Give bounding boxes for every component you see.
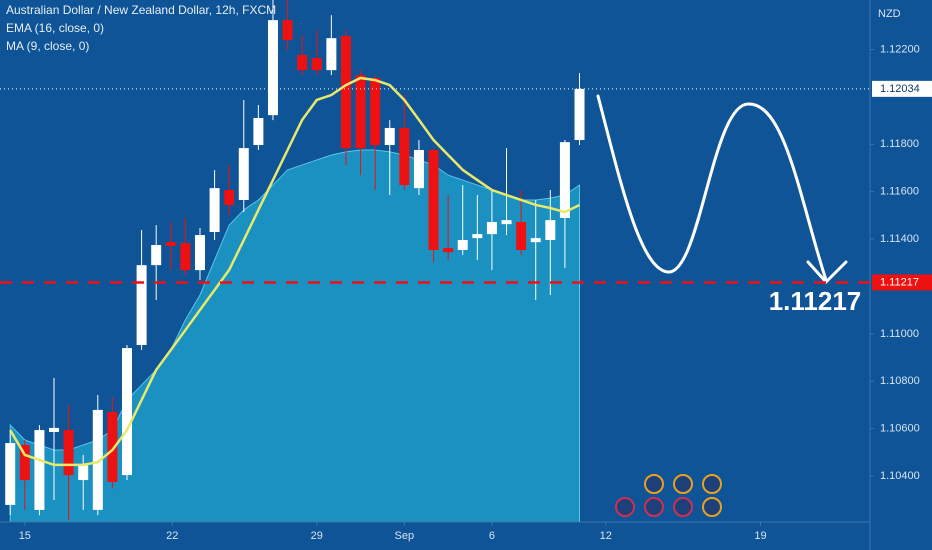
level-tag <box>872 274 932 291</box>
event-icon <box>673 474 693 494</box>
x-tick-label: 22 <box>166 530 178 542</box>
candle-body <box>165 242 176 246</box>
y-tick-label: 1.12200 <box>880 43 920 55</box>
event-icon <box>644 474 664 494</box>
candle-body <box>253 118 264 146</box>
level-label: 1.11217 <box>880 276 919 288</box>
level-label: 1.12034 <box>880 83 920 95</box>
candle-body <box>413 149 424 189</box>
candle-body <box>516 222 527 250</box>
candle-body <box>121 348 132 476</box>
legend-entry: MA (9, close, 0) <box>6 39 89 53</box>
x-tick-label: 29 <box>311 530 323 542</box>
candle-body <box>92 409 103 510</box>
ema-line <box>9 76 581 467</box>
plot-area <box>5 0 585 523</box>
y-tick-label: 1.10400 <box>880 470 920 482</box>
event-icon <box>702 474 722 494</box>
candle-body <box>238 148 249 200</box>
y-tick-label: 1.11400 <box>880 233 919 245</box>
x-tick-label: Sep <box>395 530 415 542</box>
candle-body <box>209 188 220 232</box>
x-tick-label: 19 <box>754 530 766 542</box>
level-tag <box>872 80 932 97</box>
projection-curve <box>596 94 828 282</box>
candle-body <box>355 75 366 149</box>
candle-body <box>574 88 585 141</box>
candle-body <box>5 443 16 505</box>
candle-body <box>472 234 483 239</box>
x-tick-label: 6 <box>489 530 495 542</box>
candle-body <box>282 20 293 41</box>
candle-body <box>370 77 381 146</box>
y-tick-label: 1.11600 <box>880 186 919 198</box>
event-icon <box>673 497 693 517</box>
chart-title: Australian Dollar / New Zealand Dollar, … <box>6 3 276 17</box>
event-icon <box>644 497 664 517</box>
x-tick-label: 12 <box>600 530 612 542</box>
candle-body <box>545 220 556 241</box>
event-icons <box>615 474 722 517</box>
candle-body <box>151 245 162 266</box>
candle-body <box>457 240 468 250</box>
candle-body <box>443 248 454 253</box>
legend-entry: EMA (16, close, 0) <box>6 21 104 35</box>
event-icon <box>615 497 635 517</box>
candle-body <box>34 430 45 510</box>
y-tick-label: 1.11000 <box>880 328 919 340</box>
candle-body <box>180 243 191 271</box>
candle-body <box>297 54 308 71</box>
candle-body <box>384 127 395 146</box>
candle-body <box>224 190 235 205</box>
event-icon <box>702 497 722 517</box>
candle-body <box>49 427 60 432</box>
candle-body <box>107 412 118 482</box>
candle-body <box>136 265 147 345</box>
candle-body <box>19 444 30 481</box>
currency-label: NZD <box>878 8 901 20</box>
y-tick-label: 1.10800 <box>880 375 920 387</box>
candle-body <box>326 38 337 71</box>
candle-body <box>530 238 541 243</box>
candle-body <box>194 235 205 271</box>
candle-body <box>340 36 351 149</box>
y-tick-label: 1.10600 <box>880 423 920 435</box>
candle-body <box>267 20 278 116</box>
candle-body <box>63 430 74 476</box>
candle-body <box>311 58 322 71</box>
annotation: 1.11217 <box>769 286 862 316</box>
candle-body <box>78 465 89 481</box>
candle-body <box>428 149 439 250</box>
x-tick-label: 15 <box>19 530 31 542</box>
candle-body <box>399 127 410 186</box>
candle-body <box>501 220 512 225</box>
candle-body <box>486 222 497 235</box>
y-tick-label: 1.11800 <box>880 138 919 150</box>
candle-body <box>559 142 570 218</box>
